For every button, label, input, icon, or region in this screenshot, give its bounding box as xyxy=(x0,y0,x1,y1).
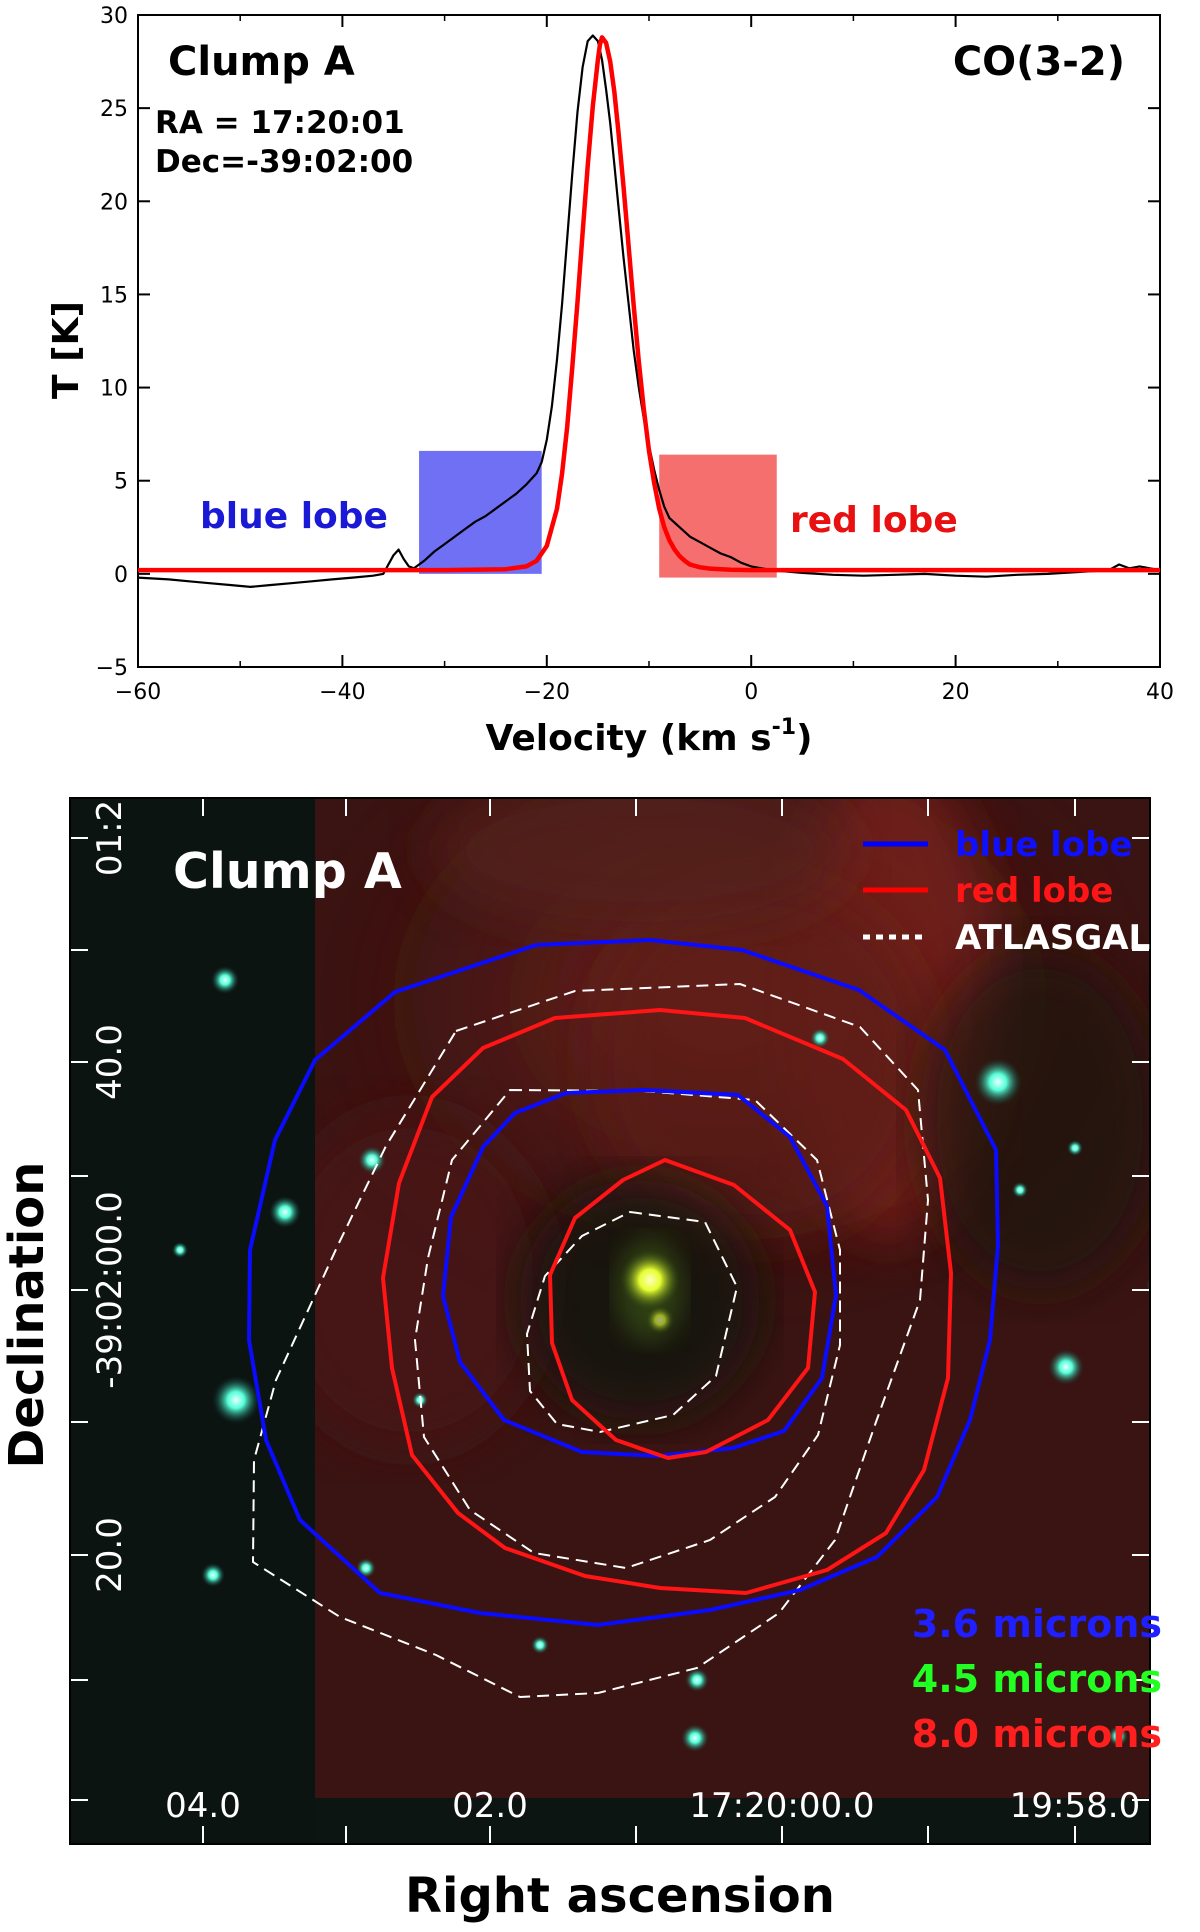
star xyxy=(1012,1182,1028,1198)
spectrum-panel: −60 −40 −20 0 20 40 −5 0 5 10 15 20 25 30 Clump A CO(… xyxy=(46,4,1174,759)
band-3-6-microns: 3.6 microns xyxy=(912,1602,1162,1646)
legend: blue lobe red lobe ATLASGAL xyxy=(863,825,1150,958)
y-tick-label: 10 xyxy=(100,377,128,402)
legend-label-red-lobe: red lobe xyxy=(955,871,1113,911)
image-tick-marks xyxy=(70,798,1150,1844)
red-lobe-label: red lobe xyxy=(790,500,958,541)
spectrum-ra: RA = 17:20:01 xyxy=(155,105,405,141)
x-tick-label: 20 xyxy=(942,680,970,705)
blue-lobe-label: blue lobe xyxy=(200,496,388,537)
atlasgal-contour xyxy=(525,1210,739,1434)
x-tick-label: 0 xyxy=(744,680,758,705)
atlasgal-contour xyxy=(413,1088,841,1570)
x-tick-label: 40 xyxy=(1146,680,1174,705)
star xyxy=(358,1146,386,1174)
red-lobe-contour xyxy=(548,1158,817,1460)
blue-lobe-contour xyxy=(247,938,1000,1627)
y-tick-label: 25 xyxy=(100,97,128,122)
dec-tick-label: -39:02:00.0 xyxy=(90,1191,130,1388)
atlasgal-contours xyxy=(251,982,930,1699)
star xyxy=(212,1376,260,1424)
spectrum-ylabel: T [K] xyxy=(46,301,87,399)
red-lobe-contours xyxy=(381,1008,953,1595)
image-panel: Clump A blue lobe red lobe ATLASGAL 3.6 … xyxy=(0,797,1162,1924)
y-tick-label: 15 xyxy=(100,283,128,308)
red-lobe-region xyxy=(659,454,777,578)
star xyxy=(974,1058,1022,1106)
star xyxy=(1067,1140,1083,1156)
ra-tick-label: 04.0 xyxy=(165,1786,241,1826)
star xyxy=(810,1028,830,1048)
observed-spectrum-line xyxy=(137,34,1161,589)
star xyxy=(1108,1726,1128,1746)
dec-tick-label: 20.0 xyxy=(90,1517,130,1593)
red-lobe-contour xyxy=(381,1008,953,1595)
dec-tick-label: 40.0 xyxy=(90,1024,130,1100)
spectrum-xlabel: Velocity (km s-1) xyxy=(485,715,812,759)
x-tick-label: −20 xyxy=(524,680,570,705)
ra-tick-label: 19:58.0 xyxy=(1010,1786,1140,1826)
gaussian-fit-line xyxy=(138,35,1160,573)
star xyxy=(211,966,239,994)
spectrum-plot-frame xyxy=(137,14,1161,668)
star xyxy=(531,1636,549,1654)
image-xlabel: Right ascension xyxy=(405,1868,835,1924)
spectrum-line-name: CO(3-2) xyxy=(953,39,1125,85)
ra-tick-label: 02.0 xyxy=(452,1786,528,1826)
legend-label-atlasgal: ATLASGAL xyxy=(955,918,1150,958)
star xyxy=(685,1668,709,1692)
spectrum-dec: Dec=-39:02:00 xyxy=(155,144,413,180)
band-8-0-microns: 8.0 microns xyxy=(912,1712,1162,1756)
star xyxy=(172,1242,188,1258)
ra-tick-label: 17:20:00.0 xyxy=(689,1786,874,1826)
blue-lobe-region xyxy=(419,450,542,574)
star xyxy=(201,1563,225,1587)
y-tick-label: −5 xyxy=(96,656,128,681)
x-tick-label: −60 xyxy=(115,680,161,705)
image-ylabel: Declination xyxy=(0,1162,55,1469)
y-tick-label: 20 xyxy=(100,190,128,215)
atlasgal-contour xyxy=(251,982,930,1699)
band-4-5-microns: 4.5 microns xyxy=(912,1657,1162,1701)
y-tick-label: 30 xyxy=(100,4,128,29)
y-tick-label: 5 xyxy=(114,470,128,495)
star xyxy=(269,1196,301,1228)
x-tick-label: −40 xyxy=(319,680,365,705)
image-frame xyxy=(69,797,1151,1845)
star xyxy=(1048,1349,1084,1385)
legend-label-blue-lobe: blue lobe xyxy=(955,825,1133,865)
dec-tick-label: 01:2 xyxy=(90,800,130,876)
image-title: Clump A xyxy=(173,843,402,900)
central-star xyxy=(620,1250,680,1310)
y-tick-label: 0 xyxy=(114,563,128,588)
spectrum-title: Clump A xyxy=(168,39,355,85)
star xyxy=(681,1724,709,1752)
